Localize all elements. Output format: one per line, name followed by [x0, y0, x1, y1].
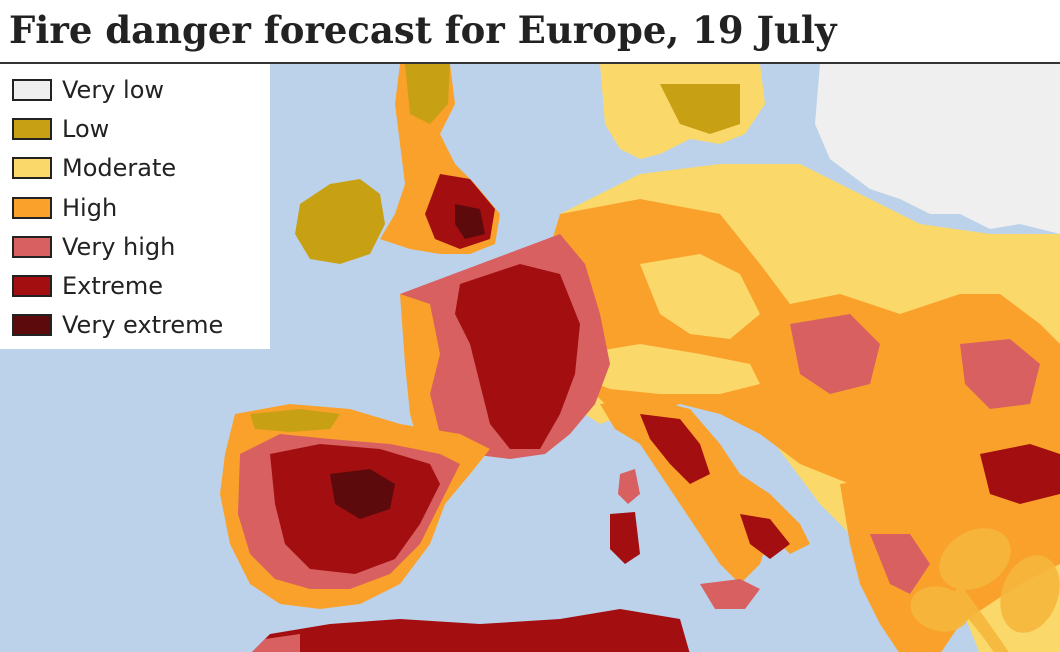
legend: Very low Low Moderate High Very high Extreme V… [0, 64, 270, 349]
map-area [0, 62, 1060, 652]
region-north-spain-low [250, 409, 340, 432]
legend-swatch [12, 157, 52, 180]
legend-item: Moderate [0, 149, 270, 188]
region-central-moderate [640, 254, 760, 339]
region-sicily [700, 579, 760, 609]
legend-swatch [12, 314, 52, 337]
region-balkans-very-high [790, 314, 880, 394]
map-title: Fire danger forecast for Europe, 19 July [9, 8, 837, 52]
region-greece-very-high [870, 534, 930, 594]
region-north-africa [252, 609, 690, 652]
legend-item: Very high [0, 227, 270, 266]
region-romania-very-high [960, 339, 1040, 409]
region-ireland [295, 179, 385, 264]
legend-label: Very extreme [62, 311, 224, 340]
legend-swatch [12, 196, 52, 219]
legend-label: Very low [62, 75, 164, 104]
fire-danger-map [0, 64, 1060, 652]
legend-label: High [62, 193, 118, 222]
region-corsica [618, 469, 640, 504]
legend-swatch [12, 235, 52, 258]
region-very-low [815, 64, 1060, 234]
region-north-africa-edge [252, 634, 300, 652]
legend-swatch [12, 117, 52, 140]
region-alps-moderate [580, 344, 760, 394]
logo-mark [910, 528, 1060, 652]
legend-item: Very extreme [0, 306, 270, 345]
region-sardinia [610, 512, 640, 564]
legend-item: Very low [0, 70, 270, 109]
region-italy-south-extreme [740, 514, 790, 559]
legend-label: Very high [62, 232, 176, 261]
legend-label: Extreme [62, 272, 164, 301]
region-italy-extreme [640, 414, 710, 484]
region-iberia-very-extreme [330, 469, 395, 519]
legend-label: Low [62, 114, 110, 143]
legend-item: High [0, 188, 270, 227]
region-france-extreme [455, 264, 580, 449]
region-scandinavia-low [660, 84, 740, 134]
region-france-high [400, 294, 440, 449]
region-britain-very-extreme [455, 204, 485, 239]
legend-item: Low [0, 109, 270, 148]
legend-swatch [12, 275, 52, 298]
region-scotland-low [405, 64, 450, 124]
region-turkey-extreme [980, 444, 1060, 504]
legend-label: Moderate [62, 154, 177, 183]
legend-swatch [12, 78, 52, 101]
legend-item: Extreme [0, 266, 270, 305]
